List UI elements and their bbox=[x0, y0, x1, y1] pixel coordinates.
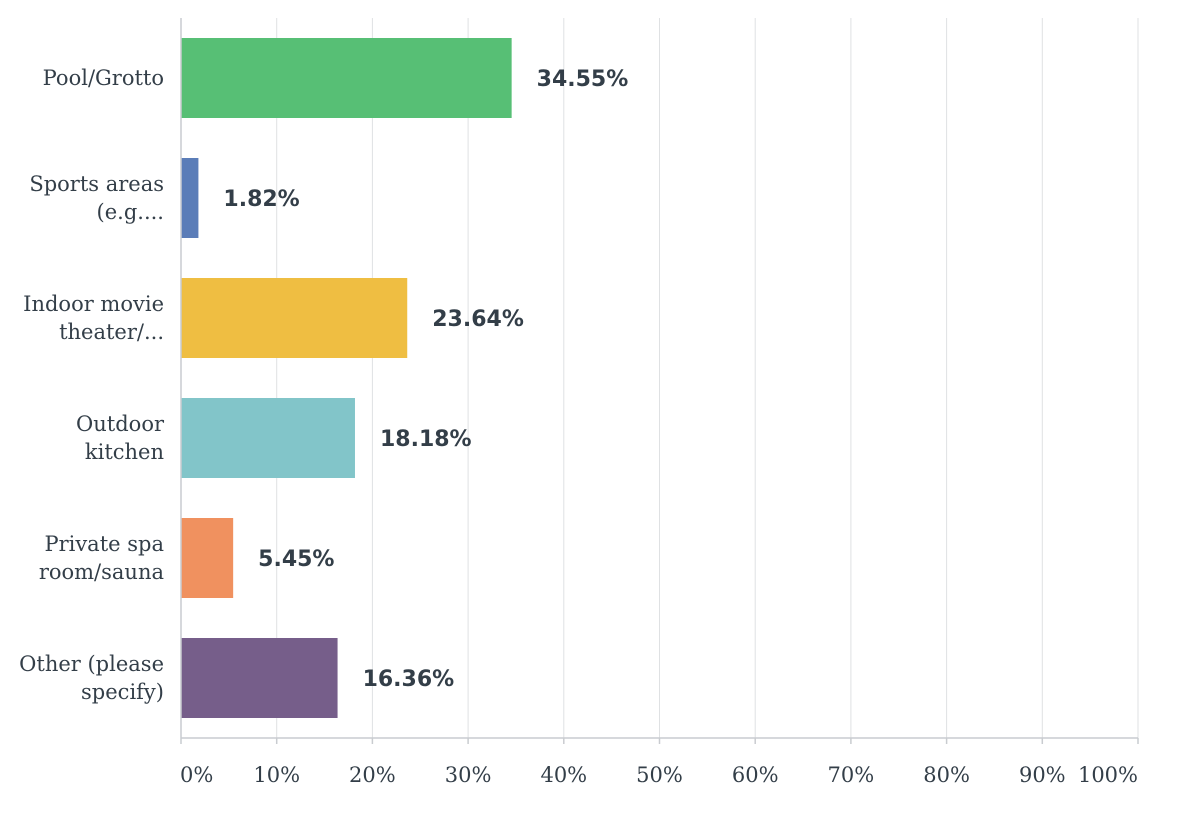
data-label: 1.82% bbox=[223, 187, 299, 212]
x-tick-label: 70% bbox=[828, 763, 875, 787]
category-label-line: Indoor movie bbox=[23, 292, 164, 316]
data-label: 16.36% bbox=[363, 667, 455, 692]
x-tick-label: 100% bbox=[1078, 763, 1138, 787]
category-label-line: theater/... bbox=[59, 320, 164, 344]
bar bbox=[181, 398, 355, 478]
data-label: 5.45% bbox=[258, 547, 334, 572]
data-label: 18.18% bbox=[380, 427, 472, 452]
x-tick-label: 90% bbox=[1019, 763, 1066, 787]
bar bbox=[181, 518, 234, 598]
x-tick-label: 50% bbox=[636, 763, 683, 787]
category-label: Indoor movie theater/... bbox=[23, 292, 164, 344]
bar bbox=[181, 638, 338, 718]
x-tick-label: 80% bbox=[923, 763, 970, 787]
category-label: Pool/Grotto bbox=[43, 66, 164, 90]
bar bbox=[181, 158, 199, 238]
category-label: Other (please specify) bbox=[19, 652, 164, 704]
x-tick-label: 10% bbox=[253, 763, 300, 787]
category-label-line: kitchen bbox=[85, 440, 164, 464]
category-label-line: Sports areas bbox=[29, 172, 164, 196]
category-label-line: room/sauna bbox=[39, 560, 164, 584]
category-label-line: Outdoor bbox=[76, 412, 165, 436]
category-label: Outdoor kitchen bbox=[76, 412, 165, 464]
bar bbox=[181, 38, 512, 118]
bar bbox=[181, 278, 408, 358]
category-label-line: Pool/Grotto bbox=[43, 66, 164, 90]
category-label-line: specify) bbox=[81, 680, 164, 704]
category-label: Private spa room/sauna bbox=[39, 532, 164, 584]
data-label: 23.64% bbox=[432, 307, 524, 332]
x-tick-label: 40% bbox=[540, 763, 587, 787]
x-tick-label: 30% bbox=[445, 763, 492, 787]
category-label-line: (e.g.... bbox=[97, 200, 164, 224]
category-label-line: Other (please bbox=[19, 652, 164, 676]
x-tick-label: 60% bbox=[732, 763, 779, 787]
category-label: Sports areas (e.g.... bbox=[29, 172, 164, 224]
category-label-line: Private spa bbox=[44, 532, 164, 556]
data-label: 34.55% bbox=[537, 67, 629, 92]
x-tick-label: 0% bbox=[180, 763, 213, 787]
x-tick-label: 20% bbox=[349, 763, 396, 787]
